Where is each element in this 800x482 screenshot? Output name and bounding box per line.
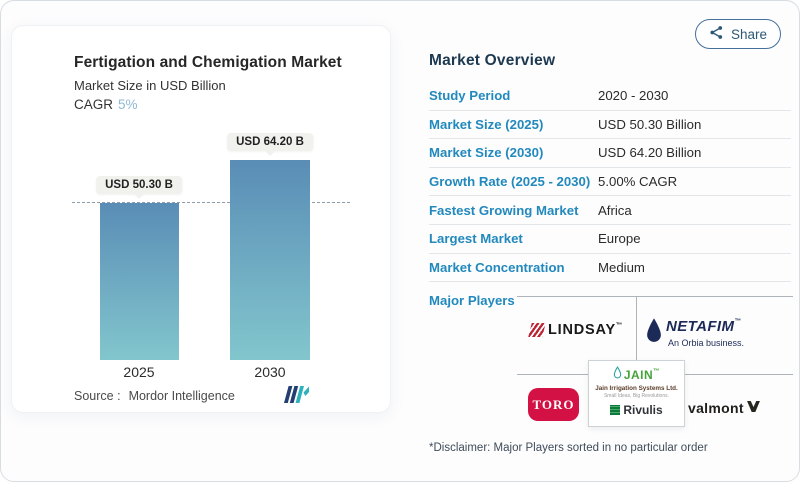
share-button-label: Share xyxy=(731,26,768,42)
row-value: Medium xyxy=(598,259,645,275)
table-row-market-size-2025: Market Size (2025) USD 50.30 Billion xyxy=(429,111,791,140)
source-label: Source : xyxy=(74,389,121,403)
toro-wordmark: TORO xyxy=(532,396,575,412)
chart-cagr-line: CAGR 5% xyxy=(74,97,138,112)
market-overview-heading: Market Overview xyxy=(429,52,556,69)
cagr-value: 5% xyxy=(118,97,138,112)
bar-value-label-2030: USD 64.20 B xyxy=(227,133,313,151)
valmont-v-icon xyxy=(746,399,760,417)
bar-2030 xyxy=(230,160,310,360)
table-row-market-size-2030: Market Size (2030) USD 64.20 Billion xyxy=(429,139,791,168)
share-button[interactable]: Share xyxy=(695,19,782,49)
x-axis-label-2030: 2030 xyxy=(254,364,286,380)
major-players-label: Major Players xyxy=(429,293,515,308)
table-row-growth-rate: Growth Rate (2025 - 2030) 5.00% CAGR xyxy=(429,168,791,197)
table-row-market-concentration: Market Concentration Medium xyxy=(429,254,791,283)
lindsay-logo: LINDSAY™ xyxy=(528,322,624,338)
bar-value-label-2025: USD 50.30 B xyxy=(96,176,182,195)
mordor-intelligence-logo-icon xyxy=(284,386,310,408)
disclaimer-text: *Disclaimer: Major Players sorted in no … xyxy=(429,442,708,454)
valmont-logo: valmont xyxy=(688,399,760,417)
jain-company-name: Jain Irrigation Systems Ltd. xyxy=(595,385,678,392)
table-row-fastest-growing-market: Fastest Growing Market Africa xyxy=(429,196,791,225)
players-grid-line-vertical xyxy=(636,296,637,360)
chart-subtitle: Market Size in USD Billion xyxy=(74,78,226,93)
market-chart-card: Fertigation and Chemigation Market Marke… xyxy=(11,25,391,413)
bar-chart: USD 50.30 B USD 64.20 B xyxy=(12,26,392,360)
rivulis-square-icon xyxy=(610,405,621,415)
players-grid-line-bottom-right xyxy=(685,374,793,375)
source-value: Mordor Intelligence xyxy=(128,389,235,403)
table-row-largest-market: Largest Market Europe xyxy=(429,225,791,254)
table-row-study-period: Study Period 2020 - 2030 xyxy=(429,82,791,111)
row-label: Growth Rate (2025 - 2030) xyxy=(429,174,591,190)
row-label: Market Concentration xyxy=(429,259,565,275)
share-icon xyxy=(709,25,724,43)
row-value: USD 50.30 Billion xyxy=(598,116,702,132)
row-value: Europe xyxy=(598,231,641,247)
players-grid-line-bottom-left xyxy=(517,374,588,375)
toro-logo: TORO xyxy=(528,388,579,421)
netafim-wordmark: NETAFIM™ xyxy=(666,318,742,335)
chart-title: Fertigation and Chemigation Market xyxy=(74,54,342,71)
row-label: Market Size (2025) xyxy=(429,116,544,132)
valmont-wordmark: valmont xyxy=(688,400,744,416)
source-attribution: Source : Mordor Intelligence xyxy=(74,389,235,403)
jain-tagline: Small Ideas, Big Revolutions. xyxy=(603,393,670,399)
row-label: Fastest Growing Market xyxy=(429,202,579,218)
row-value: 2020 - 2030 xyxy=(598,88,669,104)
netafim-text-block: NETAFIM™ An Orbia business. xyxy=(666,318,744,349)
row-value: Africa xyxy=(598,202,632,218)
lindsay-stripes-icon xyxy=(528,323,546,337)
jain-rivulis-card: JAIN™ Jain Irrigation Systems Ltd. Small… xyxy=(588,360,685,427)
reference-dashed-line xyxy=(72,202,350,204)
rivulis-logo: Rivulis xyxy=(610,403,663,417)
bar-2025 xyxy=(100,203,179,360)
row-label: Largest Market xyxy=(429,231,523,247)
cagr-label: CAGR xyxy=(74,97,114,112)
lindsay-wordmark: LINDSAY™ xyxy=(548,322,624,338)
players-grid-line-top xyxy=(517,296,793,297)
rivulis-wordmark: Rivulis xyxy=(623,403,663,417)
netafim-subtitle: An Orbia business. xyxy=(668,338,745,348)
jain-logo: JAIN™ xyxy=(613,366,660,384)
row-value: 5.00% CAGR xyxy=(598,174,678,190)
netafim-logo: NETAFIM™ An Orbia business. xyxy=(646,318,744,349)
row-label: Study Period xyxy=(429,88,511,104)
row-value: USD 64.20 Billion xyxy=(598,145,702,161)
row-label: Market Size (2030) xyxy=(429,145,544,161)
jain-drop-icon xyxy=(613,366,622,384)
jain-wordmark: JAIN™ xyxy=(623,368,661,382)
netafim-drop-icon xyxy=(646,318,662,349)
x-axis-label-2025: 2025 xyxy=(123,364,155,380)
market-overview-table: Study Period 2020 - 2030 Market Size (20… xyxy=(429,82,791,283)
